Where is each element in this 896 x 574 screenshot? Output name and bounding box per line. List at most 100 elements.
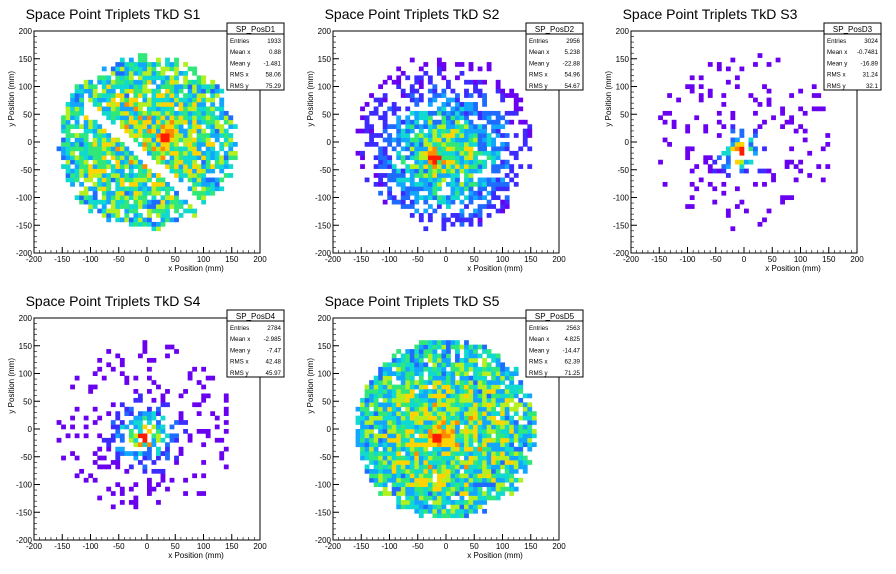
heatmap-cell (169, 477, 175, 483)
heatmap-cell (382, 79, 388, 85)
heatmap-cell (92, 137, 98, 143)
heatmap-cell (446, 168, 451, 174)
heatmap-cell (106, 437, 112, 443)
heatmap-cell (83, 155, 89, 161)
heatmap-cell (92, 97, 98, 103)
heatmap-cell (174, 79, 179, 85)
heatmap-cell (391, 411, 397, 416)
heatmap-cell (414, 491, 420, 496)
heatmap-cell (414, 146, 420, 152)
heatmap-cell (436, 384, 442, 390)
heatmap-cell (798, 168, 804, 174)
heatmap-cell (477, 217, 483, 223)
heatmap-cell (405, 177, 411, 183)
heatmap-cell (400, 195, 406, 201)
heatmap-cell (698, 84, 704, 90)
heatmap-cell (446, 133, 451, 138)
heatmap-cell (400, 491, 406, 496)
heatmap-cell (482, 159, 487, 165)
heatmap-cell (405, 93, 411, 98)
heatmap-cell (450, 199, 456, 205)
heatmap-cell (378, 468, 384, 474)
heatmap-cell (441, 371, 447, 377)
heatmap-cell (450, 106, 456, 112)
heatmap-cell (192, 79, 198, 85)
heatmap-cell (450, 146, 456, 152)
heatmap-cell (432, 110, 438, 116)
heatmap-cell (427, 375, 433, 381)
heatmap-cell (382, 468, 388, 474)
heatmap-cell (455, 62, 460, 67)
heatmap-cell (418, 173, 424, 178)
heatmap-cell (436, 446, 442, 452)
heatmap-cell (482, 393, 487, 399)
heatmap-cell (65, 150, 71, 156)
heatmap-cell (405, 429, 411, 434)
heatmap-cell (187, 115, 193, 121)
heatmap-cell (178, 119, 184, 125)
x-tick-label: -150 (54, 255, 71, 264)
heatmap-cell (192, 173, 198, 178)
heatmap-cell (441, 375, 447, 381)
heatmap-cell (92, 155, 98, 161)
heatmap-cell (427, 366, 433, 372)
heatmap-cell (382, 124, 388, 129)
heatmap-cell (156, 133, 161, 138)
heatmap-cell (396, 137, 402, 143)
heatmap-cell (504, 424, 510, 430)
heatmap-cell (468, 482, 474, 488)
heatmap-cell (192, 159, 198, 165)
heatmap-cell (387, 411, 393, 416)
heatmap-cell (210, 110, 216, 116)
heatmap-cell (156, 213, 161, 218)
heatmap-cell (133, 79, 139, 85)
heatmap-cell (450, 393, 456, 399)
heatmap-cell (214, 119, 220, 125)
heatmap-cell (201, 142, 207, 147)
heatmap-cell (147, 62, 152, 67)
heatmap-cell (468, 357, 474, 363)
heatmap-cell (101, 106, 107, 112)
heatmap-cell (504, 468, 510, 474)
heatmap-cell (115, 204, 121, 209)
heatmap-cell (436, 133, 442, 138)
heatmap-cell (70, 168, 75, 174)
heatmap-cell (436, 173, 442, 178)
heatmap-cell (223, 110, 229, 116)
heatmap-cell (486, 482, 492, 488)
heatmap-cell (405, 500, 411, 505)
heatmap-cell (228, 115, 234, 121)
heatmap-cell (119, 168, 125, 174)
heatmap-cell (378, 433, 384, 439)
heatmap-cell (450, 150, 456, 156)
heatmap-cell (409, 88, 415, 94)
heatmap-cell (436, 437, 442, 443)
heatmap-cell (169, 150, 175, 156)
heatmap-cell (473, 79, 478, 85)
heatmap-cell (414, 397, 420, 403)
x-tick-label: -150 (54, 542, 71, 551)
heatmap-cell (382, 146, 388, 152)
heatmap-cell (364, 442, 370, 448)
heatmap-cell (92, 204, 98, 209)
heatmap-cell (468, 375, 474, 381)
heatmap-cell (464, 128, 469, 134)
heatmap-cell (214, 124, 220, 129)
heatmap-cell (92, 150, 98, 156)
heatmap-cell (151, 397, 157, 403)
heatmap-cell (201, 164, 207, 169)
heatmap-cell (464, 389, 469, 394)
heatmap-cell (160, 75, 166, 81)
heatmap-cell (725, 173, 731, 178)
heatmap-cell (473, 482, 478, 488)
heatmap-cell (137, 173, 143, 178)
heatmap-cell (210, 186, 216, 192)
heatmap-cell (210, 133, 216, 138)
heatmap-cell (196, 137, 202, 143)
heatmap-cell (128, 155, 134, 161)
heatmap-cell (65, 164, 71, 169)
heatmap-cell (486, 142, 492, 147)
heatmap-cell (378, 97, 384, 103)
heatmap-cell (400, 190, 406, 196)
heatmap-cell (446, 137, 451, 143)
